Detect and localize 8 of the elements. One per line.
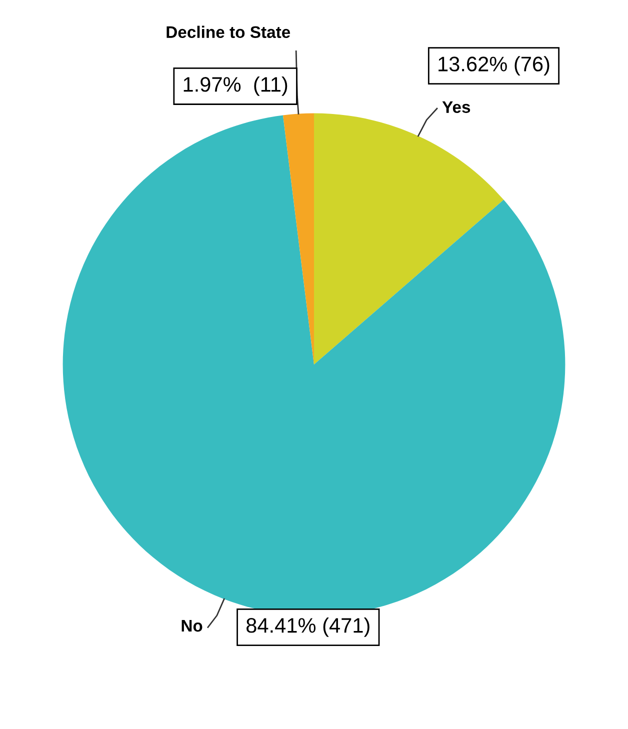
data-label: 84.41% (471) [246,618,370,637]
data-label: 13.62% (76) [438,56,550,76]
slice-label: No [182,620,202,632]
slice-label: Decline to State [166,26,290,38]
data-label: 1.97% (11) [184,76,288,96]
slice-label: Yes [442,101,470,113]
pie-slice [314,113,504,364]
pie-slice [282,113,314,364]
